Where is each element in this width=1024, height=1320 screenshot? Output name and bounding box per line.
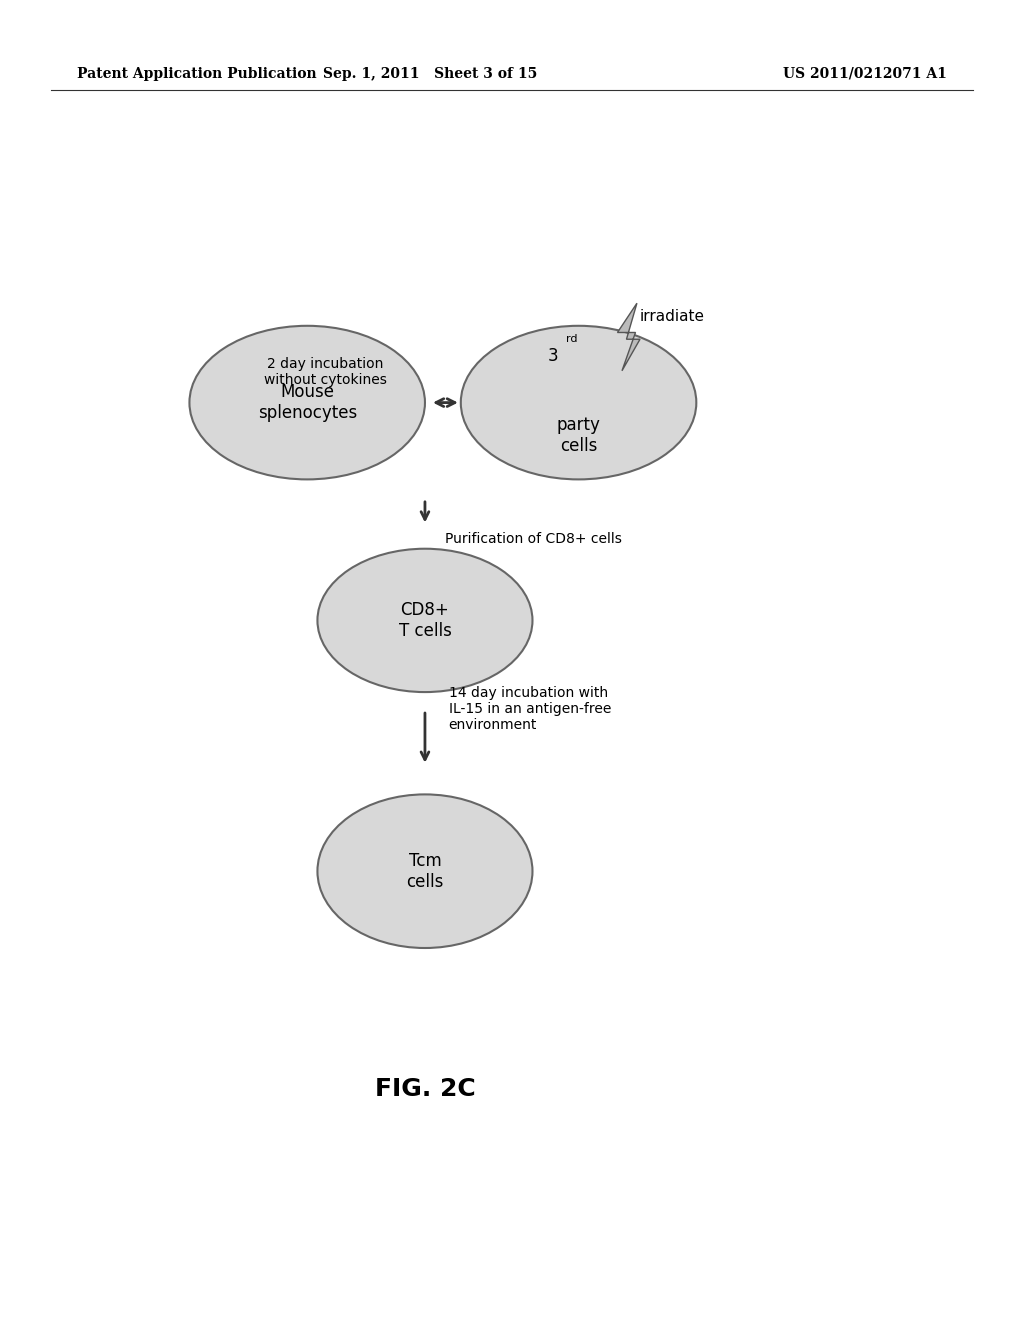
Text: 3: 3 [548, 347, 558, 366]
Text: 2 day incubation
without cytokines: 2 day incubation without cytokines [264, 358, 387, 387]
Ellipse shape [189, 326, 425, 479]
Text: US 2011/0212071 A1: US 2011/0212071 A1 [783, 67, 947, 81]
Text: Sep. 1, 2011   Sheet 3 of 15: Sep. 1, 2011 Sheet 3 of 15 [323, 67, 538, 81]
Text: party
cells: party cells [557, 416, 600, 454]
Text: 14 day incubation with
IL-15 in an antigen-free
environment: 14 day incubation with IL-15 in an antig… [449, 685, 611, 733]
Text: Purification of CD8+ cells: Purification of CD8+ cells [445, 532, 623, 545]
Text: rd: rd [566, 334, 578, 345]
Text: CD8+
T cells: CD8+ T cells [398, 601, 452, 640]
Text: Patent Application Publication: Patent Application Publication [77, 67, 316, 81]
Text: Tcm
cells: Tcm cells [407, 851, 443, 891]
Text: FIG. 2C: FIG. 2C [375, 1077, 475, 1101]
Polygon shape [617, 304, 640, 371]
Ellipse shape [317, 795, 532, 948]
Ellipse shape [317, 549, 532, 692]
Text: Mouse
splenocytes: Mouse splenocytes [258, 383, 356, 422]
Text: irradiate: irradiate [640, 309, 705, 325]
Ellipse shape [461, 326, 696, 479]
